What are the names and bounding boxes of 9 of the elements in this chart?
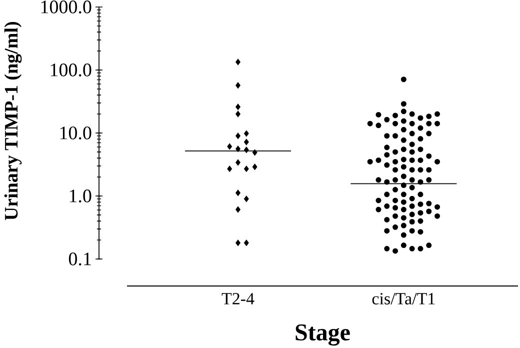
x-tick-label: T2-4 [222, 293, 254, 304]
y-tick-label: 100.0 [50, 64, 92, 76]
x-tick-label: cis/Ta/T1 [372, 293, 435, 304]
y-tick-label: 10.0 [60, 126, 92, 140]
y-tick-label: 1.0 [70, 190, 92, 202]
y-tick-label: 1000.0 [41, 0, 92, 14]
y-tick-label: 0.1 [68, 252, 91, 266]
y-axis-title: Urinary TIMP-1 (ng/ml) [4, 22, 22, 220]
x-axis-title: Stage [296, 324, 350, 346]
